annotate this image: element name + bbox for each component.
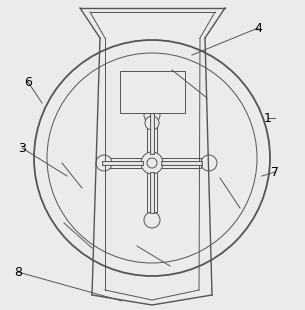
Bar bbox=[120, 71, 185, 113]
Circle shape bbox=[147, 158, 157, 168]
Text: 3: 3 bbox=[18, 141, 26, 154]
Bar bbox=[104, 158, 144, 168]
Text: 1: 1 bbox=[264, 112, 272, 125]
Text: 8: 8 bbox=[14, 265, 22, 278]
Bar bbox=[156, 158, 196, 168]
Circle shape bbox=[144, 107, 160, 123]
Text: 7: 7 bbox=[271, 166, 279, 179]
Circle shape bbox=[145, 116, 159, 130]
Text: 4: 4 bbox=[254, 21, 262, 34]
Circle shape bbox=[201, 155, 217, 171]
Text: 6: 6 bbox=[24, 76, 32, 88]
Bar bbox=[104, 158, 144, 168]
Circle shape bbox=[96, 155, 112, 171]
Bar bbox=[147, 172, 157, 212]
Bar bbox=[147, 115, 157, 155]
Bar bbox=[161, 158, 201, 168]
Circle shape bbox=[144, 212, 160, 228]
Circle shape bbox=[141, 152, 163, 174]
